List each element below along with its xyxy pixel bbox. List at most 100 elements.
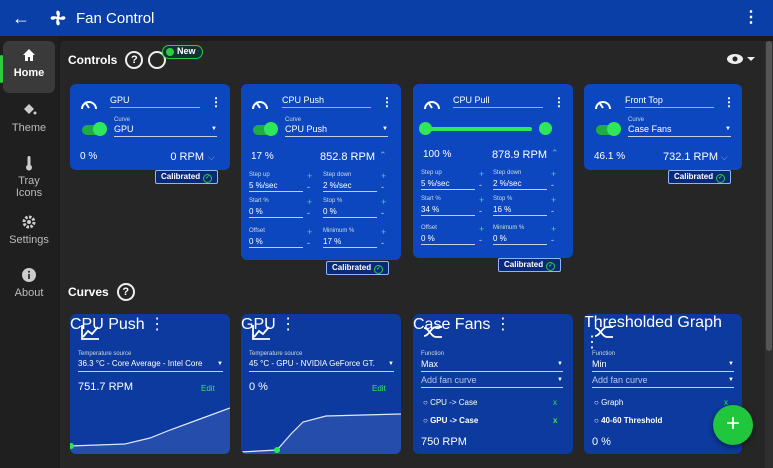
- function-select[interactable]: Min ▼: [592, 359, 734, 372]
- decrement-icon[interactable]: -: [381, 208, 384, 218]
- control-name[interactable]: GPU: [110, 95, 200, 108]
- add-fan-curve-select[interactable]: Add fan curve ▼: [592, 375, 734, 388]
- remove-icon[interactable]: x: [553, 416, 558, 425]
- decrement-icon[interactable]: -: [307, 238, 310, 248]
- control-name[interactable]: CPU Push: [282, 95, 371, 108]
- slider-start-knob[interactable]: [419, 122, 432, 135]
- remove-icon[interactable]: x: [553, 398, 557, 407]
- card-menu-icon[interactable]: ⋮: [553, 95, 565, 109]
- curve-name[interactable]: Thresholded Graph: [584, 314, 722, 331]
- param-value[interactable]: 5 %/sec: [249, 181, 303, 192]
- increment-icon[interactable]: +: [479, 169, 485, 179]
- enable-toggle[interactable]: [82, 122, 107, 136]
- param-offset[interactable]: Offset 0 % + -: [421, 224, 484, 245]
- card-menu-icon[interactable]: ⋮: [381, 95, 393, 109]
- back-arrow-icon[interactable]: ←: [12, 7, 30, 28]
- decrement-icon[interactable]: -: [479, 235, 482, 245]
- temp-source-select[interactable]: 45 °C - GPU - NVIDIA GeForce GT. ▼: [249, 359, 394, 372]
- nav-settings[interactable]: Settings: [3, 208, 55, 260]
- param-value[interactable]: 5 %/sec: [421, 179, 475, 190]
- param-step-down[interactable]: Step down 2 %/sec + -: [493, 169, 556, 190]
- param-start[interactable]: Start % 34 % + -: [421, 195, 484, 216]
- edit-link[interactable]: Edit: [372, 384, 386, 393]
- param-value[interactable]: 0 %: [493, 234, 547, 245]
- decrement-icon[interactable]: -: [551, 235, 554, 245]
- curve-name[interactable]: CPU Push: [70, 316, 145, 333]
- card-menu-icon[interactable]: ⋮: [723, 95, 735, 109]
- edit-link[interactable]: Edit: [201, 384, 215, 393]
- increment-icon[interactable]: +: [381, 227, 387, 237]
- param-value[interactable]: 34 %: [421, 205, 475, 216]
- increment-icon[interactable]: +: [307, 227, 313, 237]
- curve-select[interactable]: GPU ▼: [114, 124, 217, 137]
- nav-home[interactable]: Home: [3, 41, 55, 93]
- decrement-icon[interactable]: -: [381, 238, 384, 248]
- param-value[interactable]: 0 %: [249, 207, 303, 218]
- curve-select[interactable]: CPU Push ▼: [285, 124, 388, 137]
- card-menu-icon[interactable]: ⋮: [149, 316, 166, 333]
- nav-about[interactable]: About: [3, 261, 55, 313]
- decrement-icon[interactable]: -: [307, 182, 310, 192]
- increment-icon[interactable]: +: [307, 171, 313, 181]
- nav-theme[interactable]: Theme: [3, 96, 55, 148]
- decrement-icon[interactable]: -: [307, 208, 310, 218]
- param-step-up[interactable]: Step up 5 %/sec + -: [249, 171, 312, 192]
- param-step-down[interactable]: Step down 2 %/sec + -: [323, 171, 386, 192]
- scrollbar-thumb[interactable]: [766, 41, 772, 351]
- visibility-eye-icon[interactable]: [726, 52, 756, 66]
- param-value[interactable]: 0 %: [323, 207, 377, 218]
- scrollbar[interactable]: [765, 41, 773, 468]
- increment-icon[interactable]: +: [381, 171, 387, 181]
- param-stop[interactable]: Stop % 16 % + -: [493, 195, 556, 216]
- curve-graph[interactable]: [241, 394, 401, 454]
- param-value[interactable]: 0 %: [249, 237, 303, 248]
- enable-toggle[interactable]: [253, 122, 278, 136]
- param-value[interactable]: 2 %/sec: [323, 181, 377, 192]
- chevron-up-icon[interactable]: ⌃: [551, 148, 559, 158]
- function-select[interactable]: Max ▼: [421, 359, 563, 372]
- param-minimum[interactable]: Minimum % 0 % + -: [493, 224, 556, 245]
- increment-icon[interactable]: +: [551, 195, 557, 205]
- param-step-up[interactable]: Step up 5 %/sec + -: [421, 169, 484, 190]
- manual-speed-slider[interactable]: [419, 122, 552, 135]
- chevron-down-icon[interactable]: ⌵: [208, 152, 215, 162]
- slider-end-knob[interactable]: [539, 122, 552, 135]
- add-fab-button[interactable]: +: [713, 405, 753, 445]
- increment-icon[interactable]: +: [479, 224, 485, 234]
- curve-graph[interactable]: [70, 394, 230, 454]
- enable-toggle[interactable]: [596, 122, 621, 136]
- increment-icon[interactable]: +: [381, 197, 387, 207]
- curve-select[interactable]: Case Fans ▼: [628, 124, 731, 137]
- control-name[interactable]: Front Top: [625, 95, 714, 108]
- param-stop[interactable]: Stop % 0 % + -: [323, 197, 386, 218]
- card-menu-icon[interactable]: ⋮: [494, 316, 511, 333]
- chevron-up-icon[interactable]: ⌃: [379, 150, 387, 160]
- param-value[interactable]: 0 %: [421, 234, 475, 245]
- param-offset[interactable]: Offset 0 % + -: [249, 227, 312, 248]
- increment-icon[interactable]: +: [479, 195, 485, 205]
- card-menu-icon[interactable]: ⋮: [584, 334, 600, 351]
- add-fan-curve-select[interactable]: Add fan curve ▼: [421, 375, 563, 388]
- decrement-icon[interactable]: -: [479, 180, 482, 190]
- param-minimum[interactable]: Minimum % 17 % + -: [323, 227, 386, 248]
- increment-icon[interactable]: +: [551, 169, 557, 179]
- param-start[interactable]: Start % 0 % + -: [249, 197, 312, 218]
- param-value[interactable]: 16 %: [493, 205, 547, 216]
- nav-tray-icons[interactable]: Tray Icons: [3, 149, 55, 209]
- increment-icon[interactable]: +: [551, 224, 557, 234]
- decrement-icon[interactable]: -: [381, 182, 384, 192]
- wrench-icon[interactable]: [148, 51, 166, 69]
- card-menu-icon[interactable]: ⋮: [280, 316, 297, 333]
- decrement-icon[interactable]: -: [479, 206, 482, 216]
- help-icon[interactable]: ?: [116, 283, 135, 301]
- temp-source-select[interactable]: 36.3 °C - Core Average - Intel Core ▼: [78, 359, 223, 372]
- decrement-icon[interactable]: -: [551, 180, 554, 190]
- control-name[interactable]: CPU Pull: [453, 95, 543, 108]
- decrement-icon[interactable]: -: [551, 206, 554, 216]
- increment-icon[interactable]: +: [307, 197, 313, 207]
- param-value[interactable]: 2 %/sec: [493, 179, 547, 190]
- chevron-down-icon[interactable]: ⌵: [721, 152, 728, 162]
- remove-icon[interactable]: x: [724, 398, 728, 407]
- more-menu-icon[interactable]: ⋮: [743, 9, 759, 26]
- help-icon[interactable]: ?: [125, 51, 144, 69]
